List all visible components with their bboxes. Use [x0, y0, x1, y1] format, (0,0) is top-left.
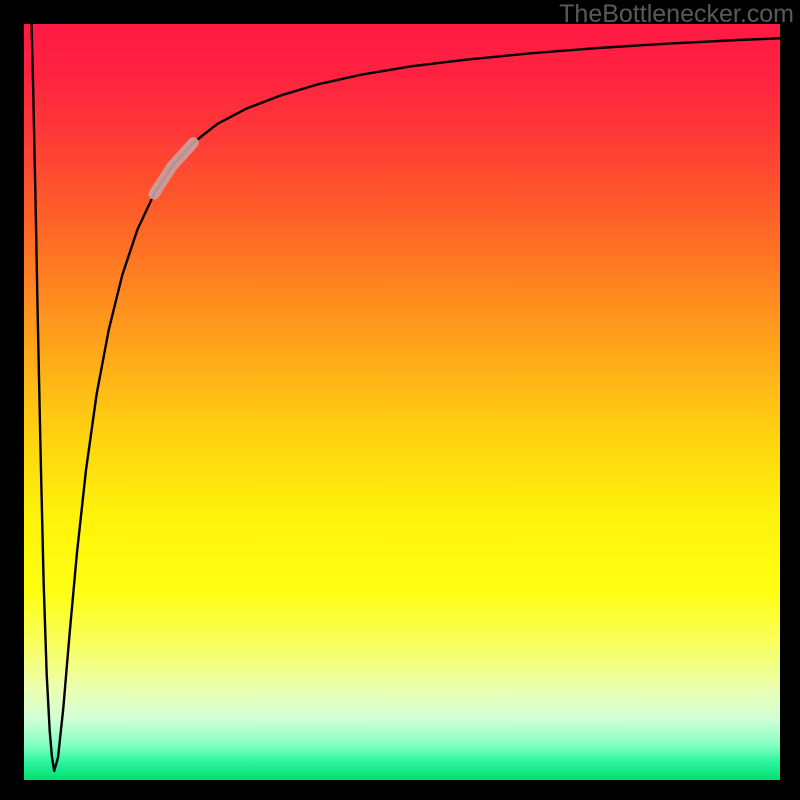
attribution-label: TheBottlenecker.com: [559, 0, 794, 29]
highlight-segment: [154, 143, 193, 194]
plot-area: [24, 24, 780, 780]
chart-container: TheBottlenecker.com: [0, 0, 800, 800]
curve-svg: [24, 24, 780, 780]
main-curve: [32, 24, 780, 771]
